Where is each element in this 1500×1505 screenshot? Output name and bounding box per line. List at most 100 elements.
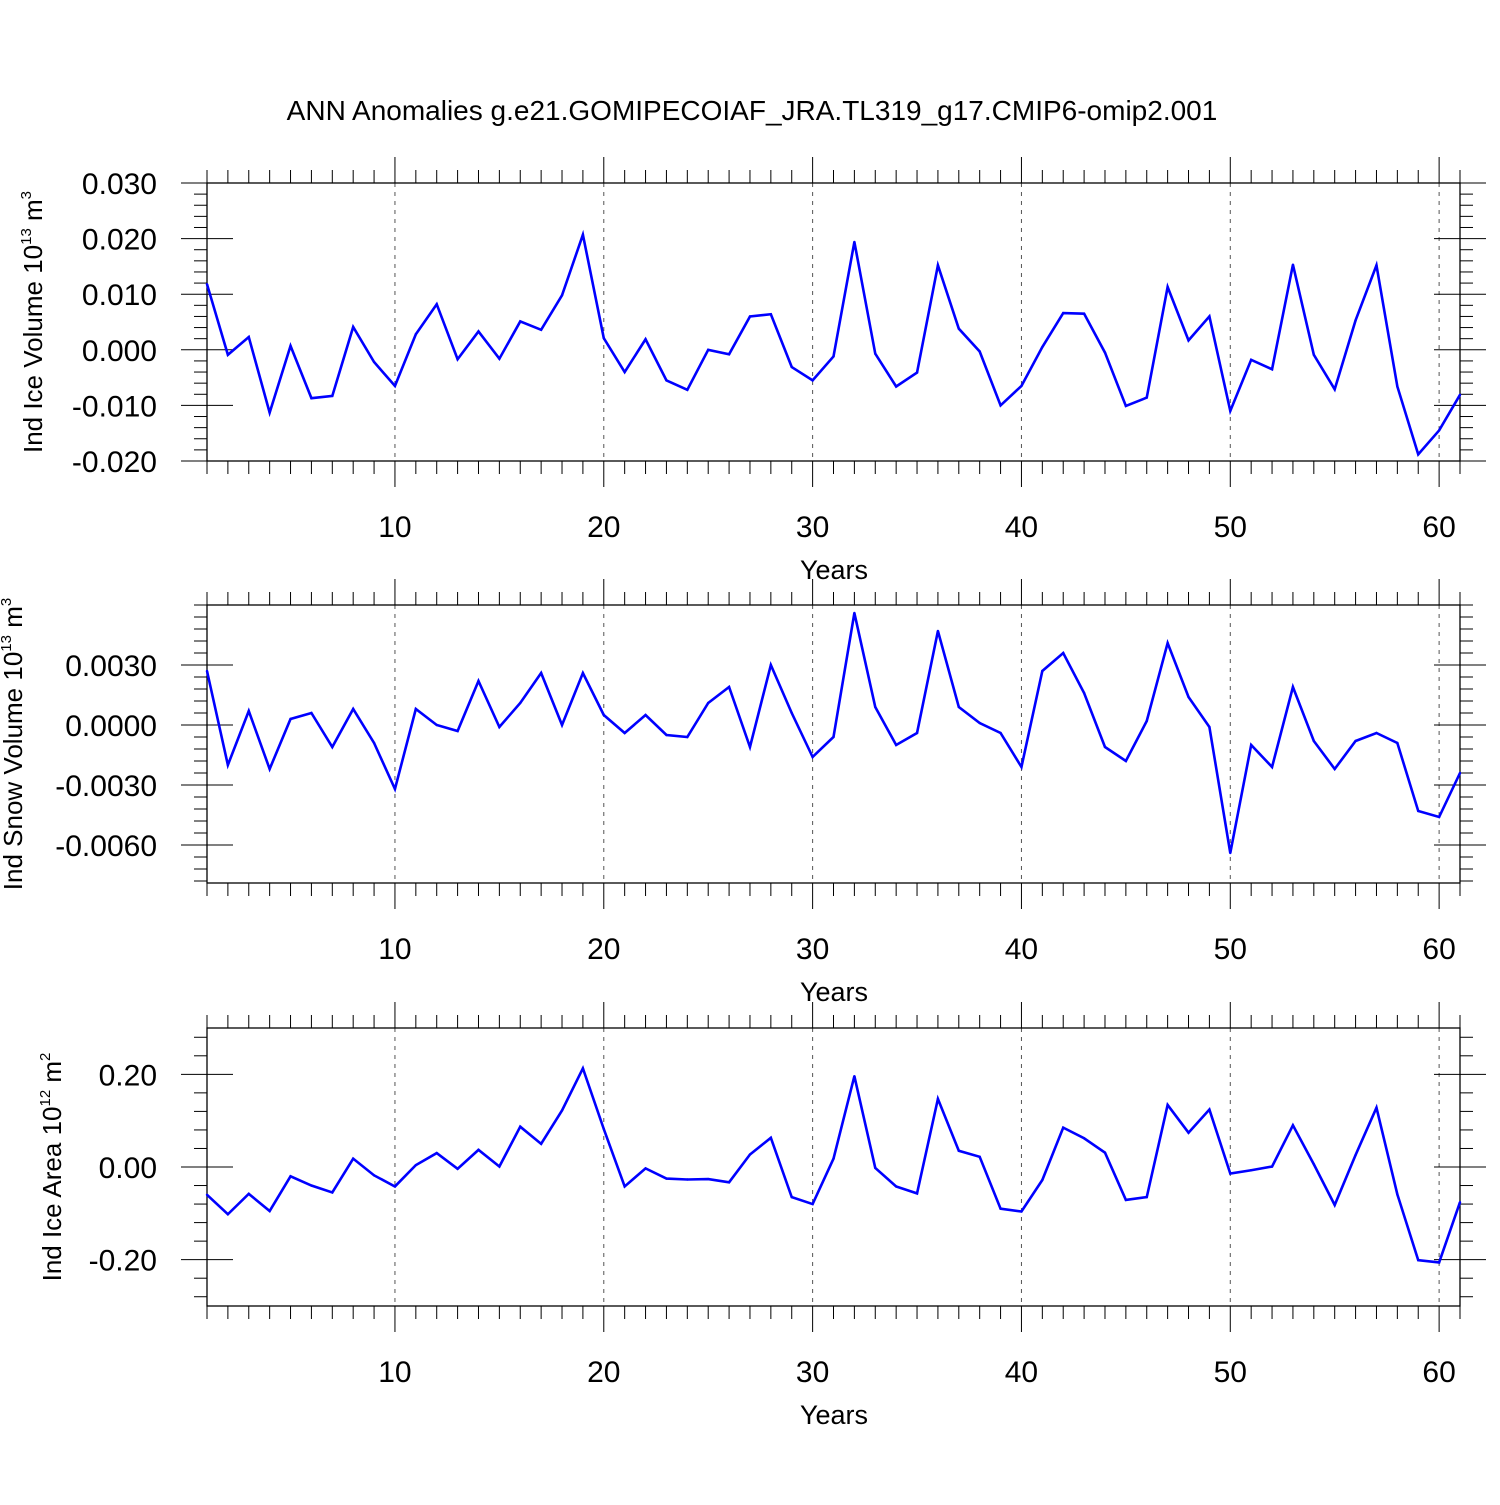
data-point bbox=[560, 1109, 564, 1112]
data-point bbox=[519, 1125, 522, 1128]
data-point bbox=[539, 1142, 543, 1146]
data-point bbox=[519, 320, 522, 323]
data-point bbox=[456, 1167, 459, 1171]
y-tick-label: -0.020 bbox=[72, 446, 157, 479]
data-point bbox=[477, 330, 480, 333]
x-tick-label: 60 bbox=[1422, 933, 1455, 966]
data-point bbox=[665, 1177, 668, 1180]
data-point bbox=[414, 707, 418, 711]
y-tick-label: -0.0030 bbox=[55, 770, 157, 803]
data-point bbox=[769, 313, 773, 316]
data-point bbox=[1291, 263, 1295, 266]
data-point bbox=[1375, 731, 1378, 735]
data-point bbox=[498, 1165, 501, 1168]
data-point bbox=[748, 745, 752, 749]
x-tick-label: 40 bbox=[1005, 933, 1038, 966]
data-point bbox=[1437, 815, 1441, 819]
data-point bbox=[1062, 311, 1065, 315]
x-tick-label: 60 bbox=[1422, 511, 1455, 544]
data-point bbox=[268, 767, 271, 771]
data-point bbox=[1041, 669, 1044, 673]
x-tick-label: 50 bbox=[1214, 1356, 1247, 1389]
data-point bbox=[435, 1151, 438, 1155]
data-point bbox=[1417, 1258, 1420, 1262]
data-point bbox=[1437, 1261, 1441, 1264]
data-point bbox=[602, 713, 605, 717]
data-point bbox=[331, 394, 334, 398]
data-point bbox=[247, 1192, 250, 1196]
data-point bbox=[602, 1127, 605, 1131]
x-tick-label: 40 bbox=[1005, 1356, 1038, 1389]
y-tick-label: -0.20 bbox=[89, 1245, 157, 1278]
data-point bbox=[1062, 1126, 1065, 1129]
x-tick-label: 60 bbox=[1422, 1356, 1455, 1389]
y-tick-label: 0.030 bbox=[82, 168, 157, 201]
panel-2: -0.0060 -0.0030 0.0000 0.0030 10 20 30 40 50 60 Ye… bbox=[0, 579, 1486, 1007]
data-point bbox=[435, 723, 438, 727]
y-axis-label-exponent: 12 bbox=[37, 1090, 54, 1107]
data-point bbox=[1437, 429, 1441, 432]
data-point bbox=[226, 353, 230, 357]
x-axis-label: Years bbox=[800, 977, 868, 1007]
data-point bbox=[644, 1167, 647, 1170]
data-point bbox=[853, 611, 856, 615]
data-point bbox=[936, 1097, 940, 1101]
data-point bbox=[498, 357, 501, 360]
data-point bbox=[1458, 393, 1462, 397]
figure-title: ANN Anomalies g.e21.GOMIPECOIAF_JRA.TL31… bbox=[287, 95, 1218, 126]
data-point bbox=[1082, 691, 1086, 695]
data-point bbox=[1124, 1198, 1128, 1202]
data-point bbox=[790, 365, 793, 369]
data-point bbox=[1187, 695, 1190, 699]
panel-1: -0.020 -0.010 0.000 0.010 0.020 0.030 10 20 30 40… bbox=[18, 157, 1486, 585]
data-point bbox=[1249, 743, 1253, 747]
data-point bbox=[644, 338, 647, 341]
data-point bbox=[1145, 396, 1148, 399]
y-tick-label: 0.0030 bbox=[65, 650, 157, 683]
data-point bbox=[790, 711, 793, 715]
data-point bbox=[331, 1191, 334, 1194]
data-point bbox=[226, 1213, 230, 1216]
data-point bbox=[1229, 409, 1232, 413]
data-point bbox=[351, 325, 355, 329]
data-point bbox=[1062, 651, 1065, 655]
x-tick-label: 10 bbox=[378, 933, 411, 966]
data-point bbox=[205, 1193, 209, 1197]
data-point bbox=[414, 333, 418, 336]
x-tick-label: 20 bbox=[587, 511, 620, 544]
data-point bbox=[539, 671, 543, 675]
y-axis-label-exponent: 13 bbox=[18, 228, 35, 245]
x-axis-label: Years bbox=[800, 1400, 868, 1430]
data-point bbox=[1124, 759, 1128, 763]
x-tick-label: 10 bbox=[378, 511, 411, 544]
y-axis-label: Ind Ice Area 1012 m2 bbox=[37, 1053, 67, 1282]
data-point bbox=[1020, 765, 1023, 769]
data-point bbox=[936, 264, 940, 267]
data-point bbox=[936, 629, 940, 633]
data-point bbox=[1229, 851, 1232, 855]
x-tick-label: 50 bbox=[1214, 511, 1247, 544]
data-point bbox=[289, 344, 292, 348]
data-point bbox=[1020, 384, 1023, 388]
data-point bbox=[623, 731, 626, 735]
x-tick-label: 30 bbox=[796, 1356, 829, 1389]
y-axis-label-text: Ind Snow Volume 10 bbox=[0, 652, 28, 891]
data-point bbox=[498, 725, 501, 729]
data-point bbox=[1458, 1201, 1462, 1204]
y-axis-label: Ind Snow Volume 1013 m3 bbox=[0, 598, 28, 890]
y-axis-label-unit: m bbox=[0, 606, 28, 635]
data-point bbox=[226, 763, 230, 767]
data-point bbox=[769, 1136, 773, 1140]
data-point bbox=[853, 1074, 856, 1078]
data-point bbox=[957, 705, 960, 709]
data-point bbox=[310, 396, 313, 400]
data-point bbox=[477, 679, 480, 683]
data-point bbox=[1270, 368, 1274, 371]
y-tick-label: 0.0000 bbox=[65, 710, 157, 743]
data-point bbox=[832, 355, 835, 358]
data-point bbox=[205, 669, 209, 673]
data-point bbox=[268, 1209, 271, 1213]
data-point bbox=[393, 787, 397, 791]
data-point bbox=[999, 1207, 1002, 1210]
data-point bbox=[1208, 315, 1211, 318]
